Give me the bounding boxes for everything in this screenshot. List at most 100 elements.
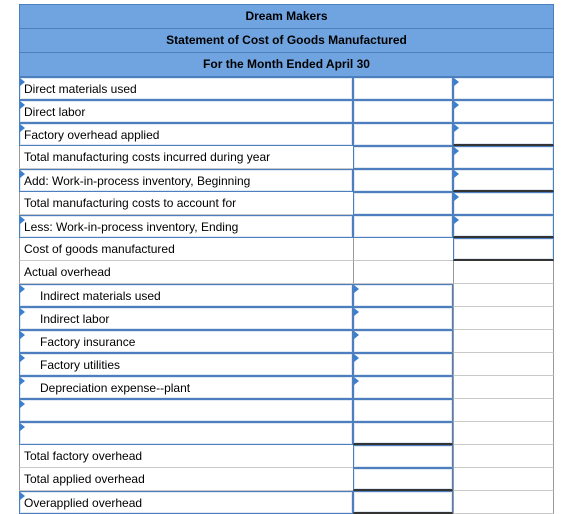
empty-cell [353, 238, 453, 261]
amount-input-mid[interactable] [353, 353, 453, 376]
amount-input-right[interactable] [453, 77, 554, 100]
row-label-dropdown[interactable]: Direct materials used [19, 77, 353, 100]
row-label: Total manufacturing costs to account for [24, 196, 237, 210]
empty-cell [453, 399, 554, 422]
amount-input-mid[interactable] [353, 399, 453, 422]
empty-cell [453, 330, 554, 353]
dropdown-flag-icon [20, 78, 25, 86]
row-label: Actual overhead [24, 265, 111, 279]
row-label: Direct materials used [24, 82, 137, 96]
amount-input-mid[interactable] [353, 422, 453, 445]
amount-input-right[interactable] [453, 100, 554, 123]
row-label: Indirect labor [40, 312, 110, 326]
row-label-dropdown[interactable]: Direct labor [19, 100, 353, 123]
statement-title: Statement of Cost of Goods Manufactured [19, 28, 554, 52]
empty-cell [353, 261, 453, 284]
amount-input-mid[interactable] [353, 123, 453, 146]
row-label: Total applied overhead [24, 472, 145, 486]
empty-cell [453, 376, 554, 399]
dropdown-flag-icon [20, 400, 25, 408]
row-label-dropdown[interactable] [19, 422, 353, 445]
empty-cell [453, 353, 554, 376]
row-label-dropdown[interactable]: Add: Work-in-process inventory, Beginnin… [19, 169, 353, 192]
row-label: Add: Work-in-process inventory, Beginnin… [24, 174, 251, 188]
row-label: Less: Work-in-process inventory, Ending [24, 220, 239, 234]
row-label-dropdown[interactable]: Factory utilities [19, 353, 353, 376]
row-label-static: Actual overhead [19, 261, 353, 284]
row-label-static: Total factory overhead [19, 445, 353, 468]
table-row: Factory insurance [19, 330, 554, 353]
amount-input-right[interactable] [453, 123, 554, 146]
amount-input-right[interactable] [453, 146, 554, 169]
table-row [19, 399, 554, 422]
row-label-static: Cost of goods manufactured [19, 238, 353, 261]
table-row: Cost of goods manufactured [19, 238, 554, 261]
company-name: Dream Makers [19, 4, 554, 28]
row-label: Cost of goods manufactured [24, 242, 175, 256]
dropdown-flag-icon [20, 331, 25, 339]
amount-input-mid[interactable] [353, 284, 453, 307]
amount-input-mid[interactable] [353, 100, 453, 123]
table-row: Overapplied overhead [19, 491, 554, 514]
table-row: Total manufacturing costs to account for [19, 192, 554, 215]
dropdown-flag-icon [20, 423, 25, 431]
row-label-dropdown[interactable]: Overapplied overhead [19, 491, 353, 514]
empty-cell [453, 284, 554, 307]
dropdown-flag-icon [454, 101, 459, 109]
table-row: Total factory overhead [19, 445, 554, 468]
amount-input-mid[interactable] [353, 330, 453, 353]
table-row: Total applied overhead [19, 468, 554, 491]
amount-input-right[interactable] [453, 215, 554, 238]
dropdown-flag-icon [454, 170, 459, 178]
dropdown-flag-icon [454, 216, 459, 224]
amount-input-mid[interactable] [353, 376, 453, 399]
amount-input-mid[interactable] [353, 192, 453, 215]
empty-cell [453, 491, 554, 514]
row-label: Factory utilities [40, 358, 121, 372]
dropdown-flag-icon [354, 377, 359, 385]
amount-input-right[interactable] [453, 238, 554, 261]
row-label-dropdown[interactable]: Depreciation expense--plant [19, 376, 353, 399]
amount-input-mid[interactable] [353, 307, 453, 330]
empty-cell [453, 307, 554, 330]
row-label: Factory insurance [40, 335, 136, 349]
dropdown-flag-icon [454, 78, 459, 86]
amount-input-mid[interactable] [353, 491, 453, 514]
statement-period: For the Month Ended April 30 [19, 52, 554, 77]
dropdown-flag-icon [20, 377, 25, 385]
amount-input-right[interactable] [453, 169, 554, 192]
amount-input-mid[interactable] [353, 169, 453, 192]
dropdown-flag-icon [20, 285, 25, 293]
table-row: Indirect labor [19, 307, 554, 330]
dropdown-flag-icon [20, 354, 25, 362]
amount-input-mid[interactable] [353, 468, 453, 491]
dropdown-flag-icon [20, 124, 25, 132]
row-label-static: Total applied overhead [19, 468, 353, 491]
table-row [19, 422, 554, 445]
row-label-dropdown[interactable]: Indirect labor [19, 307, 353, 330]
row-label: Indirect materials used [40, 289, 161, 303]
dropdown-flag-icon [354, 331, 359, 339]
row-label-dropdown[interactable]: Indirect materials used [19, 284, 353, 307]
dropdown-flag-icon [20, 492, 25, 500]
row-label-dropdown[interactable]: Less: Work-in-process inventory, Ending [19, 215, 353, 238]
row-label-dropdown[interactable]: Factory overhead applied [19, 123, 353, 146]
row-label: Total manufacturing costs incurred durin… [24, 150, 271, 164]
dropdown-flag-icon [454, 193, 459, 201]
empty-cell [453, 422, 554, 445]
row-label-dropdown[interactable] [19, 399, 353, 422]
amount-input-mid[interactable] [353, 445, 453, 468]
row-label: Direct labor [24, 105, 86, 119]
row-label-static: Total manufacturing costs to account for [19, 192, 353, 215]
dropdown-flag-icon [20, 101, 25, 109]
dropdown-flag-icon [454, 124, 459, 132]
table-row: Add: Work-in-process inventory, Beginnin… [19, 169, 554, 192]
amount-input-mid[interactable] [353, 77, 453, 100]
row-label: Total factory overhead [24, 449, 143, 463]
dropdown-flag-icon [354, 308, 359, 316]
amount-input-mid[interactable] [353, 146, 453, 169]
dropdown-flag-icon [20, 308, 25, 316]
amount-input-right[interactable] [453, 192, 554, 215]
amount-input-mid[interactable] [353, 215, 453, 238]
row-label-dropdown[interactable]: Factory insurance [19, 330, 353, 353]
